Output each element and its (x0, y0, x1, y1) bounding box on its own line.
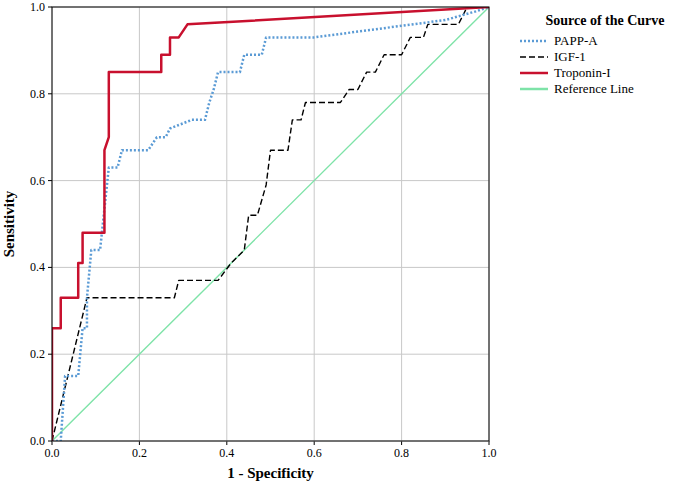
grid-line (52, 267, 489, 268)
legend: Source of the Curve PAPP-AIGF-1Troponin-I… (520, 13, 665, 96)
tick-label: 0.6 (30, 174, 45, 188)
roc-line (52, 7, 489, 441)
grid-line (401, 7, 402, 441)
tick-label: 0.2 (132, 446, 147, 460)
tick-label: 0.8 (394, 446, 409, 460)
tick-label: 0.4 (219, 446, 234, 460)
tick (48, 180, 52, 181)
roc-line (52, 7, 489, 441)
tick (48, 267, 52, 268)
tick-label: 1.0 (482, 446, 497, 460)
legend-label: IGF-1 (554, 49, 586, 64)
tick-label: 0.8 (30, 87, 45, 101)
plot-frame (52, 7, 489, 441)
tick-label: 0.4 (30, 260, 45, 274)
legend-swatch (520, 88, 548, 91)
legend-label: Reference Line (554, 81, 634, 96)
y-axis-label: Sensitivity (1, 190, 17, 257)
legend-swatch (520, 72, 548, 75)
plot-area (52, 7, 489, 441)
tick-label: 0.0 (45, 446, 60, 460)
chart: 0.0 0.2 0.4 0.6 0.8 1.0 0.0 0.2 0.4 0.6 0.8 1.0 1 - … (0, 0, 690, 494)
tick (48, 354, 52, 355)
legend-label: Troponin-I (554, 65, 611, 80)
tick-label: 1.0 (30, 0, 45, 14)
tick-label: 0.0 (30, 434, 45, 448)
tick (489, 441, 490, 445)
grid-line (52, 180, 489, 181)
grid-line (52, 354, 489, 355)
tick (226, 441, 227, 445)
tick (48, 93, 52, 94)
grid-line (52, 93, 489, 94)
tick (52, 441, 53, 445)
tick (314, 441, 315, 445)
tick (48, 7, 52, 8)
x-axis-label: 1 - Specificity (227, 465, 314, 481)
legend-label: PAPP-A (554, 33, 598, 48)
series-group (52, 7, 489, 441)
tick (48, 441, 52, 442)
roc-line (52, 7, 489, 441)
legend-title: Source of the Curve (545, 13, 664, 28)
tick (401, 441, 402, 445)
grid-line (226, 7, 227, 441)
legend-swatch (520, 56, 548, 58)
tick-label: 0.2 (30, 347, 45, 361)
grid-line (314, 7, 315, 441)
legend-swatch (520, 40, 548, 43)
roc-line (52, 7, 489, 441)
tick-label: 0.6 (307, 446, 322, 460)
tick (139, 441, 140, 445)
